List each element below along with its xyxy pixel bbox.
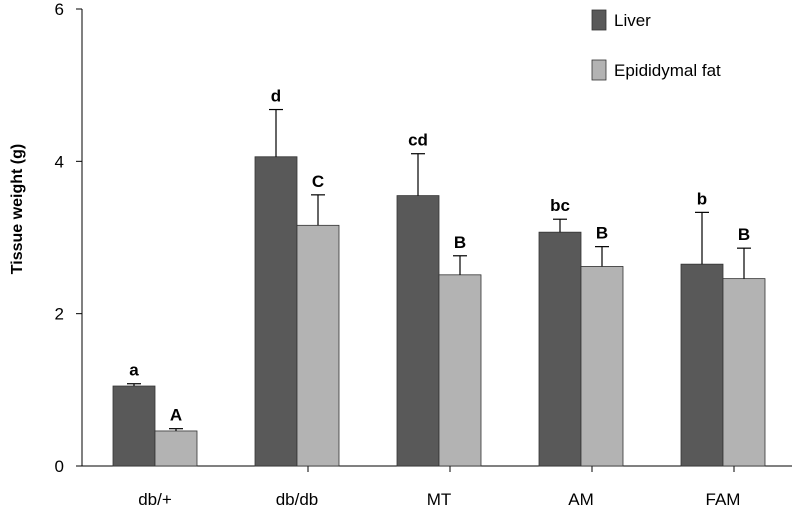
x-tick-label: FAM: [706, 490, 741, 509]
legend-swatch: [591, 59, 607, 81]
bar-epididymal-fat: [438, 274, 482, 467]
bar-epididymal-fat: [580, 266, 624, 467]
x-tick-label: db/+: [138, 490, 172, 509]
bar-liver: [680, 263, 724, 467]
bar-epididymal-fat: [296, 224, 340, 467]
bar-liver: [396, 195, 440, 467]
legend-label: Epididymal fat: [614, 61, 721, 80]
significance-label: C: [312, 172, 324, 191]
y-axis-label: Tissue weight (g): [9, 144, 26, 274]
x-tick-label: MT: [427, 490, 452, 509]
significance-label: B: [738, 225, 750, 244]
legend-label: Liver: [614, 11, 651, 30]
significance-label: b: [697, 189, 707, 208]
bar-liver: [254, 156, 298, 467]
significance-label: cd: [408, 131, 428, 150]
significance-label: bc: [550, 196, 570, 215]
bar-epididymal-fat: [154, 430, 198, 467]
y-tick-label: 0: [55, 457, 64, 476]
significance-label: a: [129, 361, 139, 380]
x-tick-label: AM: [568, 490, 594, 509]
y-tick-label: 4: [55, 152, 64, 171]
significance-label: A: [170, 406, 182, 425]
y-tick-label: 6: [55, 0, 64, 19]
significance-label: B: [454, 233, 466, 252]
bar-liver: [538, 231, 582, 467]
x-tick-label: db/db: [276, 490, 319, 509]
significance-label: d: [271, 87, 281, 106]
legend-swatch: [591, 9, 607, 31]
y-tick-label: 2: [55, 305, 64, 324]
significance-label: B: [596, 224, 608, 243]
bar-epididymal-fat: [722, 278, 766, 467]
bar-liver: [112, 385, 156, 467]
